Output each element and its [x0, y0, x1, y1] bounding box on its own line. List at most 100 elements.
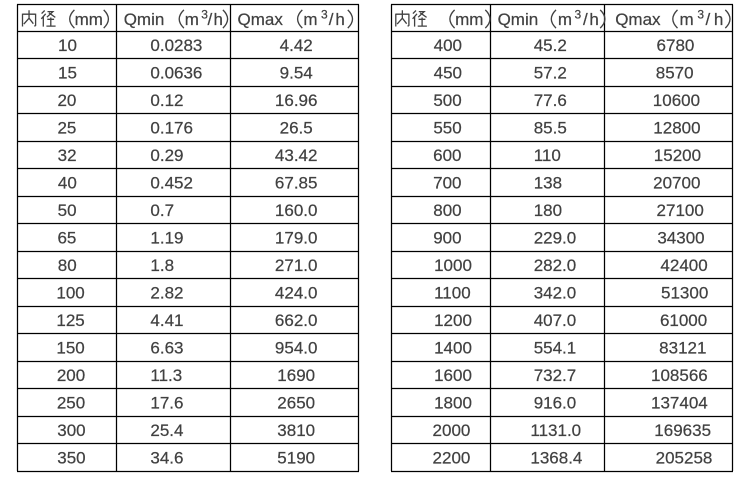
svg-text:/: / — [329, 10, 334, 29]
svg-text:67.85: 67.85 — [275, 174, 318, 193]
svg-text:h: h — [335, 10, 344, 29]
svg-text:h: h — [714, 10, 723, 29]
svg-text:57.2: 57.2 — [534, 64, 567, 83]
svg-text:125: 125 — [56, 311, 84, 330]
svg-text:11.3: 11.3 — [150, 366, 182, 385]
svg-text:350: 350 — [57, 449, 85, 468]
svg-text:0.452: 0.452 — [150, 174, 193, 193]
svg-text:34300: 34300 — [657, 229, 704, 248]
svg-text:Qmax: Qmax — [615, 10, 661, 29]
svg-text:0.12: 0.12 — [150, 91, 183, 110]
svg-text:20: 20 — [57, 91, 76, 110]
svg-text:mm: mm — [75, 10, 103, 29]
svg-text:Qmin: Qmin — [498, 10, 539, 29]
svg-text:80: 80 — [58, 256, 77, 275]
svg-text:1368.4: 1368.4 — [530, 449, 582, 468]
svg-text:0.29: 0.29 — [150, 146, 183, 165]
svg-text:407.0: 407.0 — [534, 311, 577, 330]
svg-text:200: 200 — [57, 366, 85, 385]
svg-text:138: 138 — [534, 174, 562, 193]
svg-text:42400: 42400 — [660, 256, 707, 275]
svg-text:/: / — [583, 10, 588, 29]
svg-text:2200: 2200 — [433, 449, 471, 468]
svg-text:17.6: 17.6 — [150, 394, 183, 413]
svg-text:25: 25 — [57, 119, 76, 138]
svg-text:1800: 1800 — [434, 394, 472, 413]
svg-text:550: 550 — [433, 119, 461, 138]
svg-text:43.42: 43.42 — [275, 146, 318, 165]
svg-text:2.82: 2.82 — [150, 284, 183, 303]
svg-text:900: 900 — [433, 229, 461, 248]
svg-text:6.63: 6.63 — [150, 339, 183, 358]
svg-text:m: m — [558, 10, 572, 29]
svg-text:32: 32 — [58, 146, 77, 165]
svg-text:9.54: 9.54 — [280, 64, 313, 83]
svg-text:954.0: 954.0 — [275, 339, 318, 358]
svg-text:271.0: 271.0 — [275, 256, 318, 275]
svg-text:180: 180 — [534, 201, 562, 220]
svg-text:600: 600 — [433, 146, 461, 165]
svg-text:554.1: 554.1 — [534, 339, 577, 358]
svg-text:83121: 83121 — [659, 339, 706, 358]
svg-text:229.0: 229.0 — [534, 229, 577, 248]
svg-text:0.176: 0.176 — [150, 119, 193, 138]
svg-text:137404: 137404 — [651, 394, 708, 413]
svg-text:4.41: 4.41 — [150, 311, 183, 330]
svg-text:916.0: 916.0 — [534, 394, 577, 413]
svg-text:50: 50 — [58, 201, 77, 220]
svg-text:2000: 2000 — [433, 421, 471, 440]
svg-text:1.19: 1.19 — [150, 229, 183, 248]
svg-text:0.0283: 0.0283 — [150, 36, 202, 55]
svg-text:20700: 20700 — [653, 174, 700, 193]
svg-text:/: / — [208, 10, 213, 29]
svg-text:108566: 108566 — [651, 366, 708, 385]
svg-text:Qmin: Qmin — [124, 10, 165, 29]
svg-text:16.96: 16.96 — [275, 91, 318, 110]
svg-text:150: 150 — [56, 339, 84, 358]
svg-text:282.0: 282.0 — [534, 256, 577, 275]
svg-text:1131.0: 1131.0 — [530, 421, 581, 440]
svg-text:250: 250 — [57, 394, 85, 413]
svg-text:700: 700 — [433, 174, 461, 193]
svg-text:15: 15 — [58, 64, 77, 83]
svg-text:34.6: 34.6 — [150, 449, 183, 468]
svg-text:424.0: 424.0 — [275, 284, 318, 303]
svg-text:169635: 169635 — [654, 421, 711, 440]
svg-text:1100: 1100 — [434, 284, 471, 303]
svg-text:3810: 3810 — [277, 421, 315, 440]
svg-text:40: 40 — [58, 174, 77, 193]
svg-text:8570: 8570 — [656, 64, 694, 83]
svg-text:10600: 10600 — [653, 91, 700, 110]
svg-text:2650: 2650 — [277, 394, 315, 413]
svg-text:3: 3 — [321, 7, 328, 21]
svg-text:3: 3 — [201, 7, 208, 21]
svg-text:/: / — [706, 10, 711, 29]
svg-text:45.2: 45.2 — [534, 36, 567, 55]
svg-text:1600: 1600 — [434, 366, 472, 385]
svg-text:77.6: 77.6 — [534, 91, 567, 110]
svg-text:1400: 1400 — [434, 339, 472, 358]
svg-text:51300: 51300 — [661, 284, 708, 303]
svg-text:h: h — [589, 10, 598, 29]
svg-text:342.0: 342.0 — [534, 284, 577, 303]
svg-text:732.7: 732.7 — [534, 366, 577, 385]
svg-text:h: h — [214, 10, 223, 29]
svg-text:160.0: 160.0 — [275, 201, 318, 220]
svg-text:15200: 15200 — [654, 146, 701, 165]
svg-text:5190: 5190 — [277, 449, 315, 468]
svg-text:12800: 12800 — [653, 119, 700, 138]
svg-text:Qmax: Qmax — [237, 10, 283, 29]
svg-text:1690: 1690 — [277, 366, 315, 385]
svg-text:65: 65 — [57, 229, 76, 248]
svg-text:450: 450 — [434, 64, 462, 83]
svg-text:10: 10 — [58, 36, 77, 55]
svg-text:1200: 1200 — [434, 311, 472, 330]
svg-text:662.0: 662.0 — [275, 311, 318, 330]
svg-text:1000: 1000 — [434, 256, 472, 275]
svg-text:100: 100 — [56, 284, 84, 303]
svg-text:mm: mm — [455, 10, 483, 29]
svg-text:110: 110 — [534, 146, 561, 165]
svg-text:4.42: 4.42 — [280, 36, 313, 55]
svg-text:85.5: 85.5 — [534, 119, 567, 138]
svg-text:800: 800 — [433, 201, 461, 220]
